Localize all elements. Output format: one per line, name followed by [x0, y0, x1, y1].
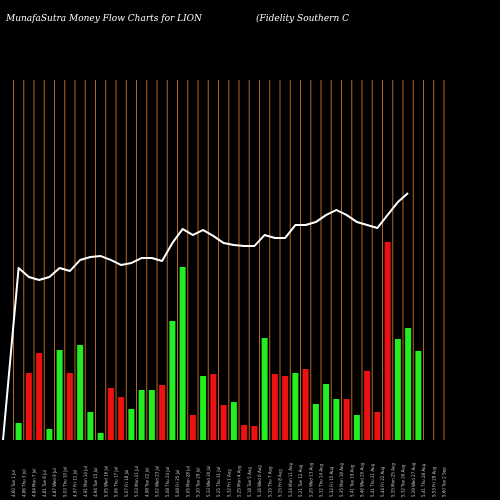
x-tick-label: 4.94 Tue 15 Jul: [93, 468, 98, 497]
money-flow-bar: [46, 429, 53, 440]
money-flow-bar: [405, 328, 412, 440]
x-tick-label: 4.84 Mon 7 Jul: [32, 468, 37, 497]
money-flow-bar: [292, 373, 299, 440]
x-tick-label: 5.60 Tue 2 Sep: [442, 467, 447, 497]
money-flow-bar: [56, 350, 63, 440]
money-flow-bar: [333, 399, 340, 440]
money-flow-bar: [148, 390, 155, 440]
x-tick-label: 5.16 Wed 6 Aug: [257, 465, 262, 497]
x-tick-label: 5.20 Tue 29 Jul: [196, 468, 201, 497]
x-tick-label: 5.07 Fri 18 Jul: [124, 470, 129, 497]
x-tick-label: 5.41 Tue 19 Aug: [349, 464, 354, 497]
money-flow-bar: [36, 353, 43, 440]
x-tick-label: 5.21 Tue 12 Aug: [298, 464, 303, 497]
money-flow-bar: [77, 345, 84, 440]
money-flow-bar: [159, 385, 166, 440]
x-tick-label: 4.86 Thu 3 Jul: [21, 469, 26, 497]
money-flow-bar: [230, 402, 237, 440]
x-tick-label: 4.97 Fri 11 Jul: [73, 470, 78, 497]
x-tick-label: 5.35 Mon 25 Aug: [390, 462, 395, 497]
x-tick-label: 5.32 Thu 14 Aug: [319, 463, 324, 497]
money-flow-bar: [118, 397, 125, 440]
price-line-layer: [2, 192, 409, 441]
money-flow-bar: [189, 415, 196, 440]
money-flow-bar: [87, 412, 94, 440]
x-tick-label: 5.08 Thu 24 Jul: [165, 467, 170, 497]
money-flow-bar: [179, 267, 186, 440]
money-flow-bar: [66, 373, 73, 440]
x-tick-label: 5.32 Fri 1 Aug: [226, 469, 231, 497]
money-flow-bar: [97, 433, 104, 440]
x-tick-label: 5.25 Thu 31 Jul: [216, 467, 221, 497]
money-flow-bar: [374, 412, 381, 440]
x-tick-label: 5.05 Mon 28 Jul: [185, 466, 190, 497]
money-flow-bar: [138, 390, 145, 440]
money-flow-bar: [394, 339, 401, 440]
x-tick-label: 5.08 Fri 25 Jul: [175, 470, 180, 497]
x-tick-label: 5.29 Wed 27 Aug: [411, 462, 416, 497]
x-tick-label: 5.24 Mon 11 Aug: [288, 462, 293, 497]
money-flow-bar: [25, 373, 32, 440]
x-tick-label: 5.15 Fri 8 Aug: [278, 469, 283, 497]
x-tick-label: 5.03 Mon 21 Jul: [134, 466, 139, 497]
money-flow-bar: [15, 423, 22, 440]
money-flow-bar: [210, 374, 217, 440]
money-flow-bar: [261, 338, 268, 440]
x-tick-label: 5.41 Thu 28 Aug: [421, 463, 426, 497]
x-tick-label: 5.03 Thu 10 Jul: [62, 467, 67, 497]
money-flow-bar: [241, 425, 248, 440]
chart-title: MunafaSutra Money Flow Charts for LION: [6, 14, 202, 24]
x-tick-label: 4.98 Tue 22 Jul: [144, 468, 149, 497]
x-tick-label: 5.46 Wed 20 Aug: [360, 462, 365, 497]
x-tick-label: 5.53 Fri 29 Aug: [431, 466, 436, 497]
money-flow-bar: [169, 321, 176, 440]
money-flow-bar: [415, 351, 422, 440]
x-tick-label: 5.18 Tue 5 Aug: [247, 467, 252, 497]
money-flow-bar: [251, 426, 258, 440]
money-flow-bar: [343, 399, 350, 440]
x-tick-label: 5.33 Wed 30 Jul: [206, 466, 211, 497]
money-flow-bar: [282, 376, 289, 440]
x-tick-label: 4.60 Tue 1 Jul: [11, 470, 16, 497]
x-tick-label: 5.02 Wed 23 Jul: [155, 466, 160, 497]
money-flow-bar: [323, 384, 330, 440]
money-flow-bar: [107, 388, 114, 440]
x-tick-label: 4.91 Mon 14 Jul: [83, 466, 88, 497]
x-tick-label: 5.41 Thu 21 Aug: [370, 463, 375, 497]
x-tick-label: 5.35 Mon 18 Aug: [339, 462, 344, 497]
x-tick-label: 4.81 Tue 8 Jul: [42, 470, 47, 497]
money-flow-bar: [364, 371, 371, 440]
x-tick-labels: 4.60 Tue 1 Jul 4.86 Thu 3 Jul 4.84 Mon 7 J…: [11, 462, 447, 497]
money-flow-bar: [312, 404, 319, 440]
money-flow-bar: [384, 242, 391, 440]
money-flow-bar: [271, 374, 278, 440]
x-tick-label: 5.20 Wed 13 Aug: [308, 462, 313, 497]
x-tick-label: 5.05 Wed 16 Jul: [103, 466, 108, 497]
price-line: [2, 192, 409, 441]
money-flow-bars: [15, 242, 422, 440]
money-flow-bar: [302, 369, 309, 440]
x-tick-label: 5.44 Fri 22 Aug: [380, 466, 385, 497]
x-tick-label: 5.32 Tue 26 Aug: [401, 464, 406, 497]
x-tick-label: 4.87 Wed 9 Jul: [52, 468, 57, 497]
x-tick-label: 5.15 Thu 7 Aug: [267, 466, 272, 497]
x-tick-label: 5.25 Mon 4 Aug: [237, 465, 242, 497]
x-tick-label: 5.32 Fri 15 Aug: [329, 466, 334, 497]
grid-lines: [13, 80, 445, 440]
money-flow-bar: [353, 415, 360, 440]
money-flow-bar: [128, 409, 135, 440]
money-flow-bar: [220, 405, 227, 440]
money-flow-bar: [200, 376, 207, 440]
x-tick-label: 5.06 Thu 17 Jul: [114, 467, 119, 497]
chart-company-name: (Fidelity Southern C: [256, 14, 350, 24]
